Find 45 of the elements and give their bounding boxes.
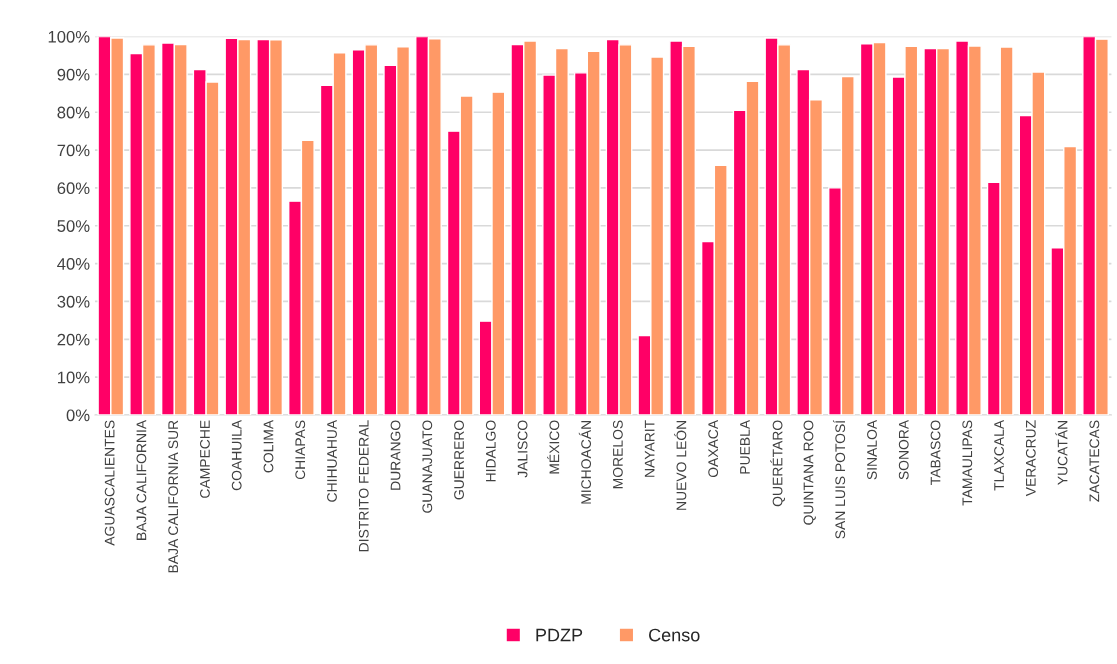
y-tick-label: 10%	[58, 371, 90, 384]
x-tick-label: GUANAJUATO	[422, 420, 433, 513]
y-tick-label: 70%	[57, 144, 90, 157]
y-tick-label: 40%	[57, 258, 90, 270]
x-tick-label: HIDALGO	[485, 420, 496, 482]
x-tick-label: JALISCO	[517, 420, 528, 478]
x-tick-label: BAJA CALIFORNIA SUR	[168, 420, 179, 573]
x-tick-label: TAMAULIPAS	[962, 420, 973, 506]
x-tick-label: SINALOA	[867, 419, 877, 480]
x-tick-label: PUEBLA	[740, 419, 750, 474]
x-tick-label: BAJA CALIFORNIA	[136, 419, 147, 540]
x-tick-label: MÉXICO	[547, 420, 560, 474]
y-tick-label: 80%	[57, 106, 90, 119]
x-tick-label: TABASCO	[930, 420, 941, 485]
x-tick-label: MICHOACÁN	[578, 420, 592, 504]
x-tick-label: GUERRERO	[454, 420, 464, 500]
legend-label: Censo	[649, 628, 700, 642]
x-tick-label: NAYARIT	[644, 420, 655, 477]
x-tick-label: DISTRITO FEDERAL	[358, 420, 369, 552]
y-tick-label: 50%	[57, 220, 90, 232]
y-tick-label: 30%	[57, 295, 90, 308]
x-tick-label: DURANGO	[390, 420, 401, 490]
x-tick-label: CHIAPAS	[295, 420, 306, 480]
x-tick-label: CHIHUAHUA	[327, 419, 337, 502]
x-tick-label: OAXACA	[708, 419, 719, 478]
x-tick-label: SAN LUIS POTOSÍ	[832, 419, 846, 539]
x-tick-label: NUEVO LEÓN	[674, 420, 687, 510]
y-tick-label: 0%	[66, 409, 90, 422]
x-tick-label: QUINTANA ROO	[803, 420, 816, 525]
x-tick-label: COAHUILA	[231, 419, 242, 491]
legend-label: PDZP	[536, 628, 583, 642]
x-tick-label: CAMPECHE	[200, 420, 210, 498]
x-tick-label: AGUASCALIENTES	[104, 420, 115, 546]
x-tick-label: MORELOS	[612, 420, 623, 489]
y-tick-label: 90%	[57, 68, 90, 81]
x-tick-label: COLIMA	[263, 419, 274, 473]
x-tick-label: QUERÉTARO	[770, 420, 785, 507]
x-tick-label: YUCATÁN	[1055, 421, 1068, 485]
x-tick-label: ZACATECAS	[1089, 420, 1100, 502]
y-tick-label: 60%	[57, 182, 90, 195]
x-tick-label: TLAXCALA	[994, 419, 1004, 491]
x-tick-label: VERACRUZ	[1025, 420, 1036, 497]
y-tick-label: 20%	[57, 333, 90, 346]
x-tick-label: SONORA	[898, 419, 909, 480]
y-tick-label: 100%	[48, 30, 90, 43]
